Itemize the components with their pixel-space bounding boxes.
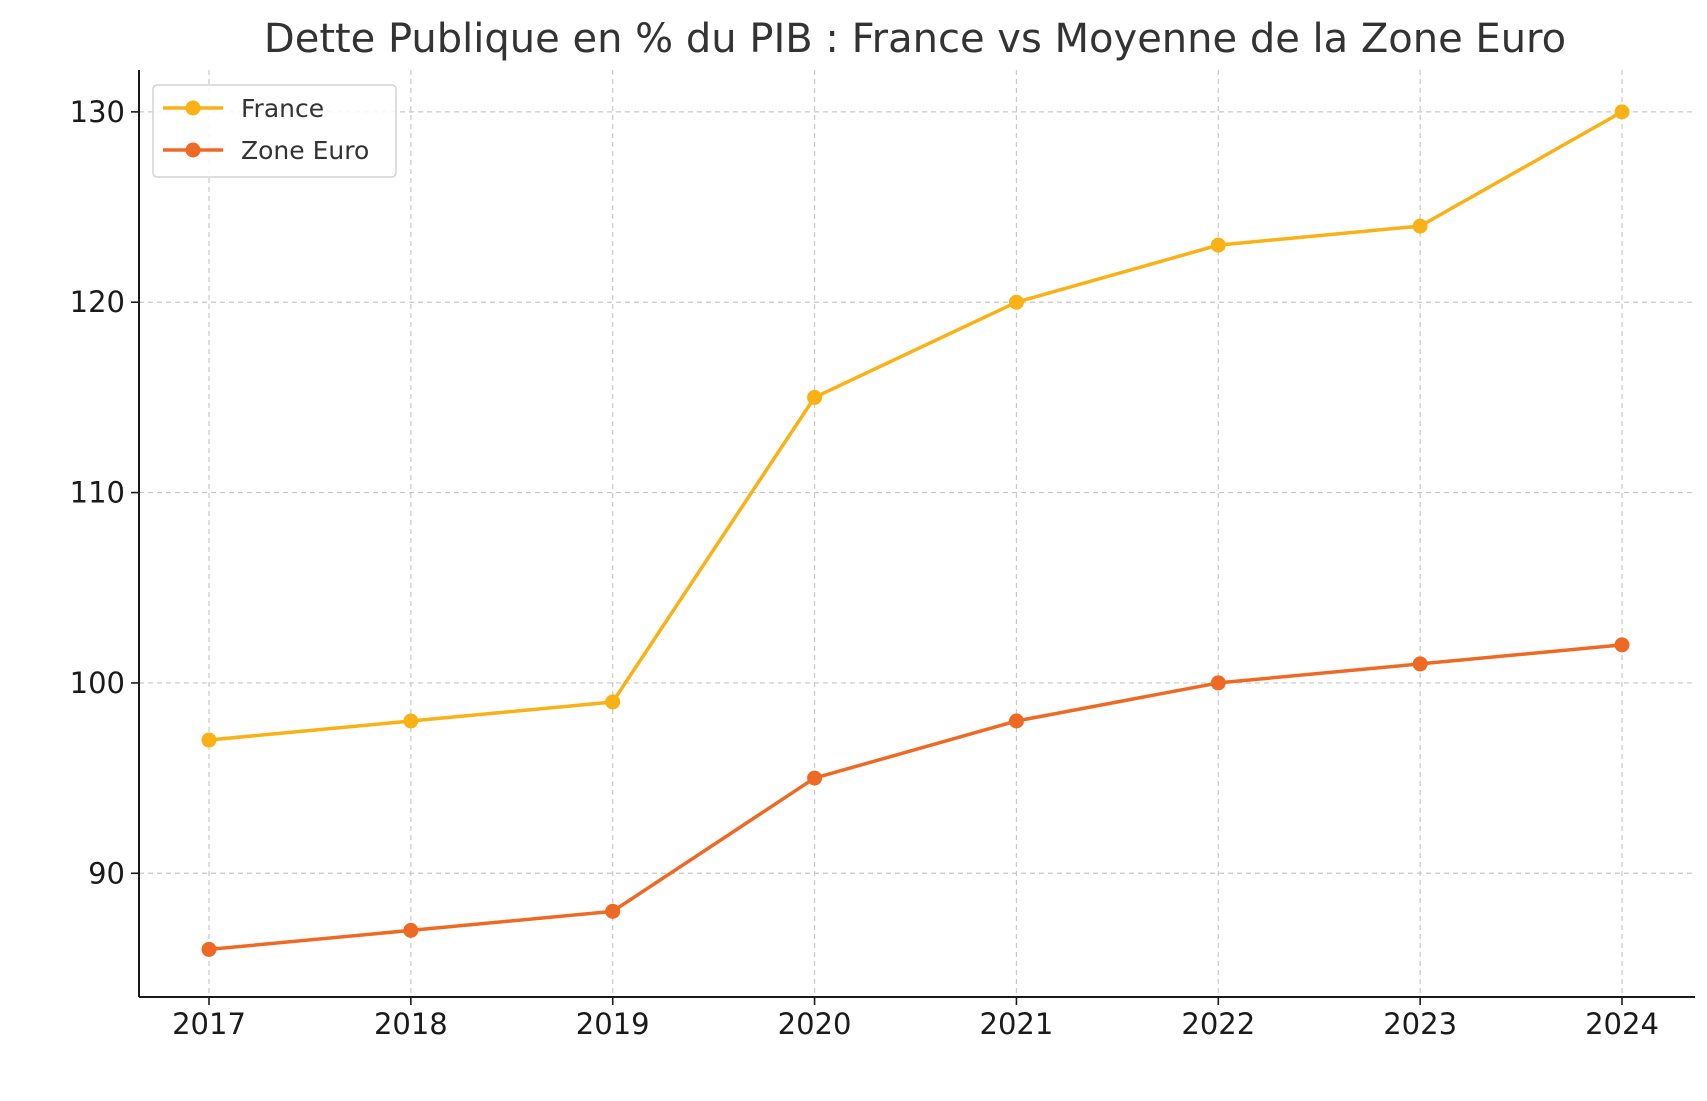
- data-point-zone-euro: [605, 903, 621, 919]
- data-point-zone-euro: [403, 922, 419, 938]
- data-point-zone-euro: [807, 770, 823, 786]
- y-tick-label: 130: [70, 95, 125, 129]
- x-tick-label: 2020: [778, 1007, 852, 1041]
- data-point-france: [201, 732, 217, 748]
- data-point-france: [807, 389, 823, 405]
- data-point-zone-euro: [201, 941, 217, 957]
- series-line-france: [207, 110, 1624, 742]
- y-tick-label: 90: [88, 856, 125, 890]
- data-point-zone-euro: [1210, 675, 1226, 691]
- x-tick-label: 2018: [374, 1007, 448, 1041]
- data-point-france: [403, 713, 419, 729]
- legend-marker-zone-euro: [185, 142, 201, 158]
- series-layer: [201, 104, 1630, 957]
- legend-label-zone-euro: Zone Euro: [241, 136, 369, 165]
- x-tick-label: 2022: [1181, 1007, 1255, 1041]
- x-tick-label: 2021: [980, 1007, 1054, 1041]
- legend-label-france: France: [241, 94, 324, 123]
- data-point-france: [1614, 104, 1630, 120]
- data-point-zone-euro: [1614, 637, 1630, 653]
- y-tick-label: 120: [70, 285, 125, 319]
- legend-item-zone-euro: Zone Euro: [163, 136, 369, 165]
- legend-item-france: France: [163, 94, 324, 123]
- grid-layer: [139, 70, 1695, 997]
- data-point-zone-euro: [1412, 656, 1428, 672]
- series-zone-euro: [201, 637, 1630, 957]
- data-point-zone-euro: [1008, 713, 1024, 729]
- data-point-france: [605, 694, 621, 710]
- y-tick-label: 100: [70, 666, 125, 700]
- series-france: [201, 104, 1630, 748]
- x-tick-label: 2017: [172, 1007, 246, 1041]
- axes-layer: [138, 70, 1695, 998]
- chart-title: Dette Publique en % du PIB : France vs M…: [264, 16, 1566, 62]
- y-tick-label: 110: [70, 476, 125, 510]
- data-point-france: [1210, 237, 1226, 253]
- data-point-france: [1008, 294, 1024, 310]
- ticks-layer: 2017 2018 2019 2020 2021 2022 2023 2024 90 100 110…: [70, 95, 1659, 1041]
- x-tick-label: 2019: [576, 1007, 650, 1041]
- series-line-zone-euro: [207, 643, 1624, 952]
- x-tick-label: 2024: [1585, 1007, 1659, 1041]
- x-tick-label: 2023: [1383, 1007, 1457, 1041]
- legend: France Zone Euro: [152, 84, 397, 178]
- legend-marker-france: [185, 100, 201, 116]
- data-point-france: [1412, 218, 1428, 234]
